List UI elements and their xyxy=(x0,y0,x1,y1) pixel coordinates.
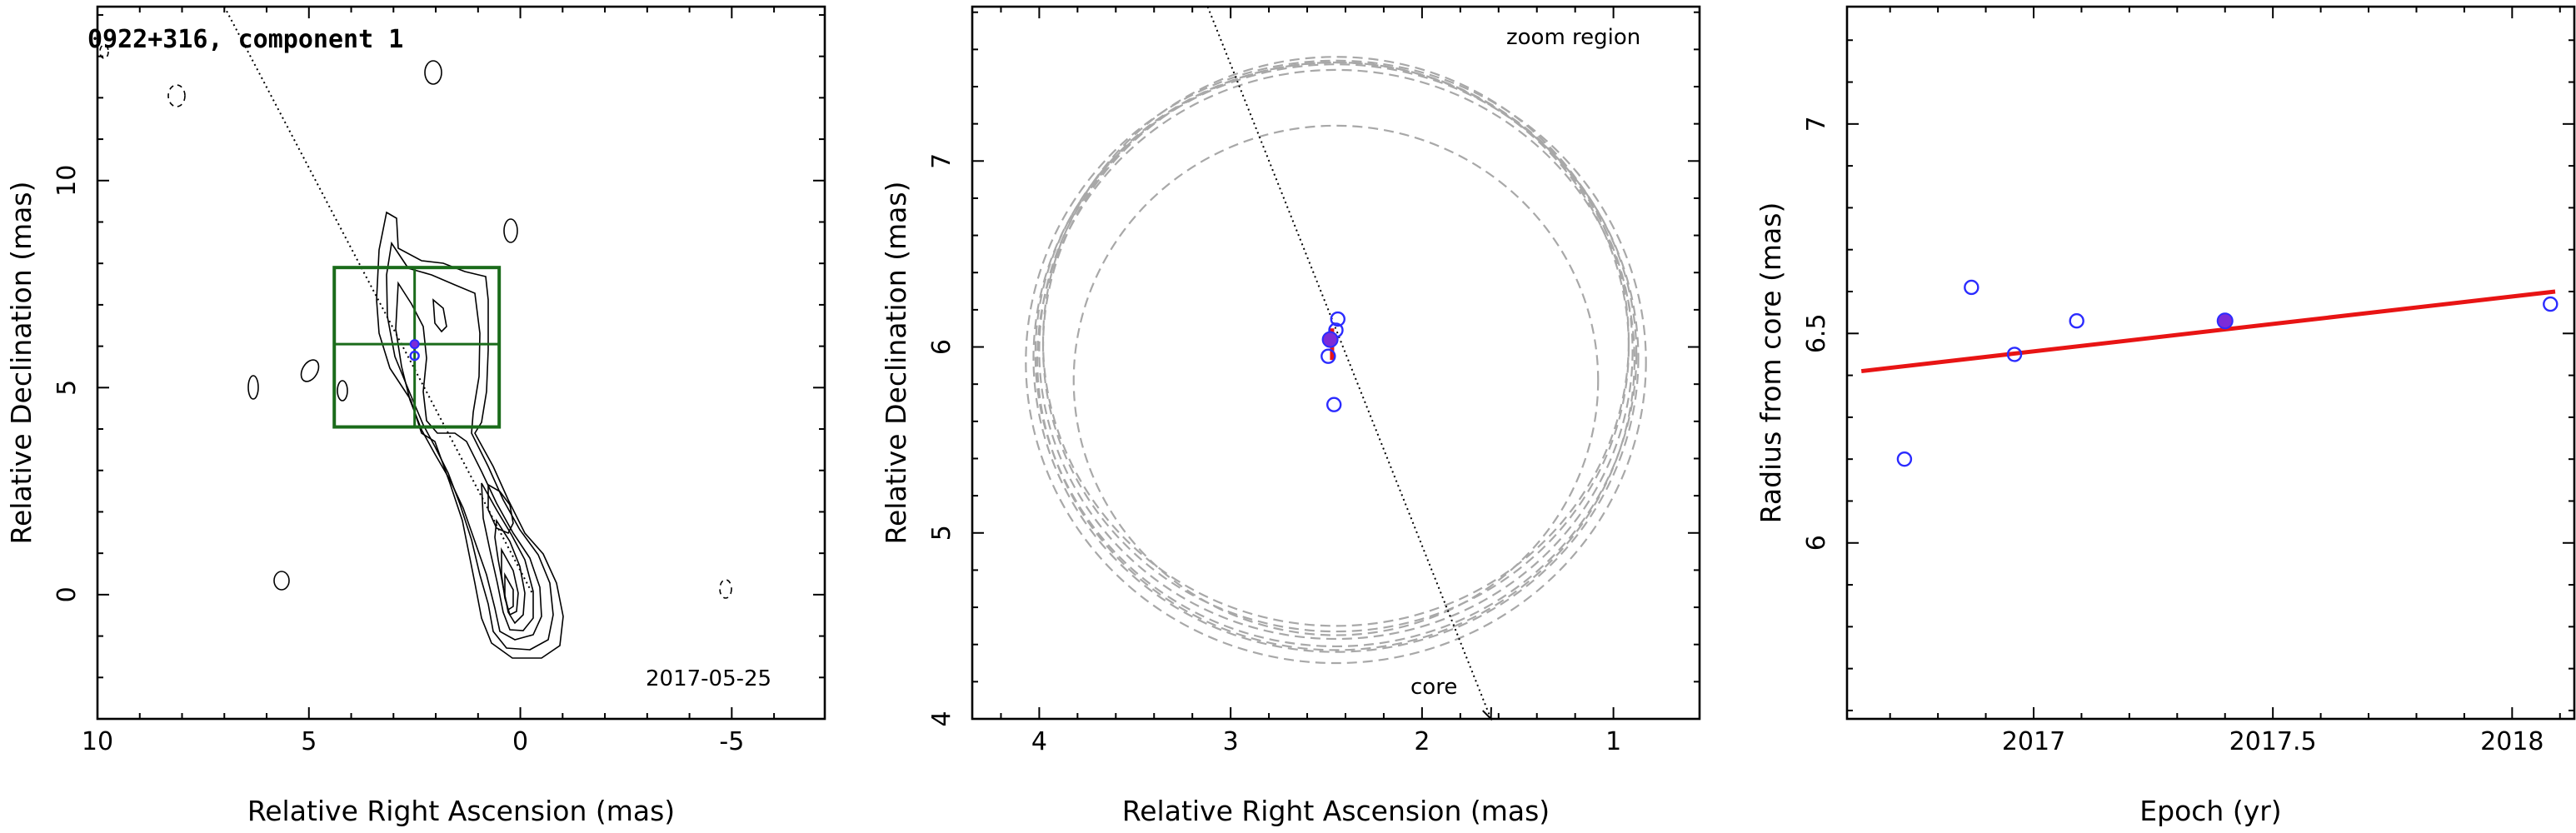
current-radius-point xyxy=(2216,312,2234,330)
contour-level-4 xyxy=(481,482,534,631)
direction-line xyxy=(1206,6,1492,720)
x-tick-label: 0 xyxy=(512,727,528,756)
contour-island xyxy=(273,571,290,591)
plot-frame xyxy=(96,5,826,721)
contour-level-1 xyxy=(376,211,564,659)
radius-axes: 2017 2017.5 2018 6 6.5 7 Epoch (yr) Radius from… xyxy=(1755,5,2576,827)
beam-circle xyxy=(1072,124,1600,636)
x-axis-title: Relative Right Ascension (mas) xyxy=(247,795,675,827)
map-title: 0922+316, component 1 xyxy=(87,25,403,54)
y-tick-label: 5 xyxy=(52,380,82,396)
radius-point xyxy=(1964,279,1979,296)
contour-island xyxy=(300,359,320,382)
y-tick-label: 10 xyxy=(52,165,82,197)
x-tick-label: 2017 xyxy=(2002,727,2065,756)
beam-circle xyxy=(1041,61,1630,633)
zoom-overlay xyxy=(1206,6,1492,721)
beam-circle xyxy=(1032,63,1640,653)
beam-circle xyxy=(1025,59,1647,665)
contour-level-8 xyxy=(504,571,514,611)
contour-inner-ridge xyxy=(432,298,447,333)
y-tick-label: 6 xyxy=(1802,535,1831,551)
x-tick-label: 2017.5 xyxy=(2229,727,2317,756)
radius-overlay xyxy=(1860,279,2559,467)
beam-circle xyxy=(1041,56,1630,627)
contour-island-negative xyxy=(719,579,732,599)
zoom-region-box xyxy=(332,266,502,429)
radius-point xyxy=(1896,451,1913,467)
x-tick-label: 3 xyxy=(1223,727,1239,756)
fit-line xyxy=(1860,289,2556,374)
contour-island xyxy=(247,375,259,400)
x-axis-title: Relative Right Ascension (mas) xyxy=(1122,795,1550,827)
x-tick-label: 2018 xyxy=(2480,727,2544,756)
x-tick-label: 5 xyxy=(301,727,317,756)
contour-level-3 xyxy=(395,281,542,641)
beam-circle xyxy=(1038,61,1634,641)
position-point xyxy=(1320,348,1336,364)
map-panel: 10 5 0 -5 0 5 10 Relative Right Ascension (mas)… xyxy=(5,5,826,827)
zoom-circles xyxy=(1025,56,1647,665)
x-tick-label: 1 xyxy=(1605,727,1621,756)
beam-circle xyxy=(1034,61,1638,648)
contour-island xyxy=(503,218,518,243)
x-tick-label: 2 xyxy=(1414,727,1430,756)
y-tick-label: 6 xyxy=(927,339,956,355)
y-axis-title: Radius from core (mas) xyxy=(1755,202,1787,524)
zoom-annotation: zoom region xyxy=(1506,25,1640,50)
radius-point xyxy=(2543,296,2559,312)
contour-level-2 xyxy=(386,241,554,651)
map-axes: 10 5 0 -5 0 5 10 Relative Right Ascension (mas)… xyxy=(5,5,826,827)
contour-level-7 xyxy=(487,483,514,535)
x-tick-label: 10 xyxy=(82,727,113,756)
component-marker-open xyxy=(409,350,420,362)
radius-point xyxy=(2069,313,2084,329)
direction-line xyxy=(223,6,534,596)
current-position-point xyxy=(1321,331,1339,348)
contour-island-negative xyxy=(99,44,109,59)
y-tick-label: 7 xyxy=(927,153,956,169)
y-tick-label: 0 xyxy=(52,586,82,602)
map-date-label: 2017-05-25 xyxy=(646,666,771,691)
map-contours xyxy=(99,44,732,659)
zoom-panel: 4 3 2 1 4 5 6 7 Relative Right Ascension (mas) Re… xyxy=(880,5,1701,827)
y-tick-label: 6.5 xyxy=(1802,313,1831,353)
position-point xyxy=(1330,311,1345,327)
plot-frame xyxy=(1845,5,2576,721)
contour-island xyxy=(424,60,442,85)
contour-island xyxy=(337,380,348,402)
radius-point xyxy=(2006,347,2023,362)
y-tick-label: 4 xyxy=(927,711,956,726)
beam-circle xyxy=(1036,68,1635,651)
x-tick-label: -5 xyxy=(719,727,744,756)
zoom-axes: 4 3 2 1 4 5 6 7 Relative Right Ascension (mas) Re… xyxy=(880,5,1701,827)
radius-panel: 2017 2017.5 2018 6 6.5 7 Epoch (yr) Radius from… xyxy=(1755,5,2576,827)
y-axis-title: Relative Declination (mas) xyxy=(880,182,912,545)
contour-level-6 xyxy=(501,546,519,616)
x-tick-label: 4 xyxy=(1031,727,1047,756)
y-tick-label: 5 xyxy=(927,525,956,541)
contour-level-5 xyxy=(494,518,526,625)
component-marker xyxy=(409,339,420,350)
y-axis-title: Relative Declination (mas) xyxy=(5,182,37,545)
map-overlay xyxy=(223,6,534,596)
core-label: core xyxy=(1410,675,1457,700)
plot-frame xyxy=(971,5,1701,721)
x-axis-title: Epoch (yr) xyxy=(2139,795,2281,827)
y-tick-label: 7 xyxy=(1802,116,1831,132)
position-point xyxy=(1326,397,1342,412)
contour-island-negative xyxy=(167,84,186,107)
